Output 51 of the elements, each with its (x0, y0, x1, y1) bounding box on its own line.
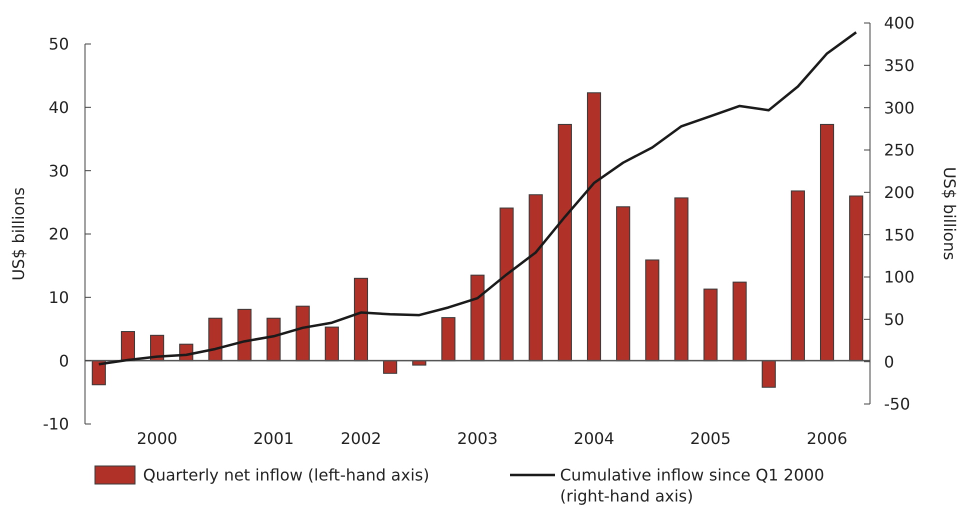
y-tick-label: 0 (58, 351, 69, 370)
bar (703, 288, 718, 362)
bar (732, 282, 747, 362)
y2-tick-label: 100 (884, 268, 915, 287)
bar (528, 194, 543, 362)
bar (820, 124, 834, 362)
y-tick-label: 30 (48, 161, 69, 180)
y2-tick-label: 200 (884, 182, 915, 202)
line-series (98, 31, 858, 366)
bar (324, 326, 339, 362)
y2-tick-label: 150 (884, 225, 915, 244)
bar (645, 259, 660, 362)
x-tick-label: 2005 (690, 429, 731, 448)
bar (470, 274, 485, 362)
bar (586, 92, 602, 362)
legend-label: Quarterly net inflow (left-hand axis) (143, 466, 430, 485)
y-tick-label: 50 (48, 34, 69, 54)
bar (500, 208, 514, 362)
bar (616, 206, 630, 362)
bar (266, 318, 281, 362)
bar (237, 308, 252, 362)
y2-tick-label: 0 (884, 352, 894, 372)
x-tick-label: 2003 (457, 429, 498, 448)
bar (441, 317, 456, 362)
y2-tick-label: 250 (884, 140, 915, 160)
y2-tick-label: 300 (884, 98, 915, 118)
y2-tick-label: 400 (884, 14, 915, 33)
bar (558, 124, 572, 362)
y2-axis-title: US$ billions (940, 166, 959, 260)
bar (208, 318, 222, 362)
bar (762, 360, 776, 388)
y-tick-label: 20 (48, 224, 69, 244)
x-tick-label: 2002 (340, 429, 382, 448)
legend-label: Cumulative inflow since Q1 2000 (right-hand axis) (560, 466, 824, 506)
bar (790, 190, 805, 362)
bar (383, 360, 398, 374)
y-tick-label: -10 (42, 414, 69, 434)
bar (120, 331, 136, 362)
y-tick-label: 10 (48, 288, 69, 307)
y2-tick-label: -50 (884, 394, 910, 414)
bar (674, 197, 688, 362)
y-axis-title: US$ billions (9, 187, 28, 281)
bar (354, 278, 368, 362)
bar (296, 306, 310, 362)
y2-tick-label: 50 (884, 310, 904, 329)
x-tick-label: 2006 (806, 429, 848, 448)
y-tick-label: 40 (48, 98, 69, 117)
x-tick-label: 2001 (253, 429, 294, 448)
x-tick-label: 2004 (574, 429, 614, 448)
y2-tick-label: 350 (884, 56, 915, 75)
x-tick-label: 2000 (136, 429, 178, 448)
